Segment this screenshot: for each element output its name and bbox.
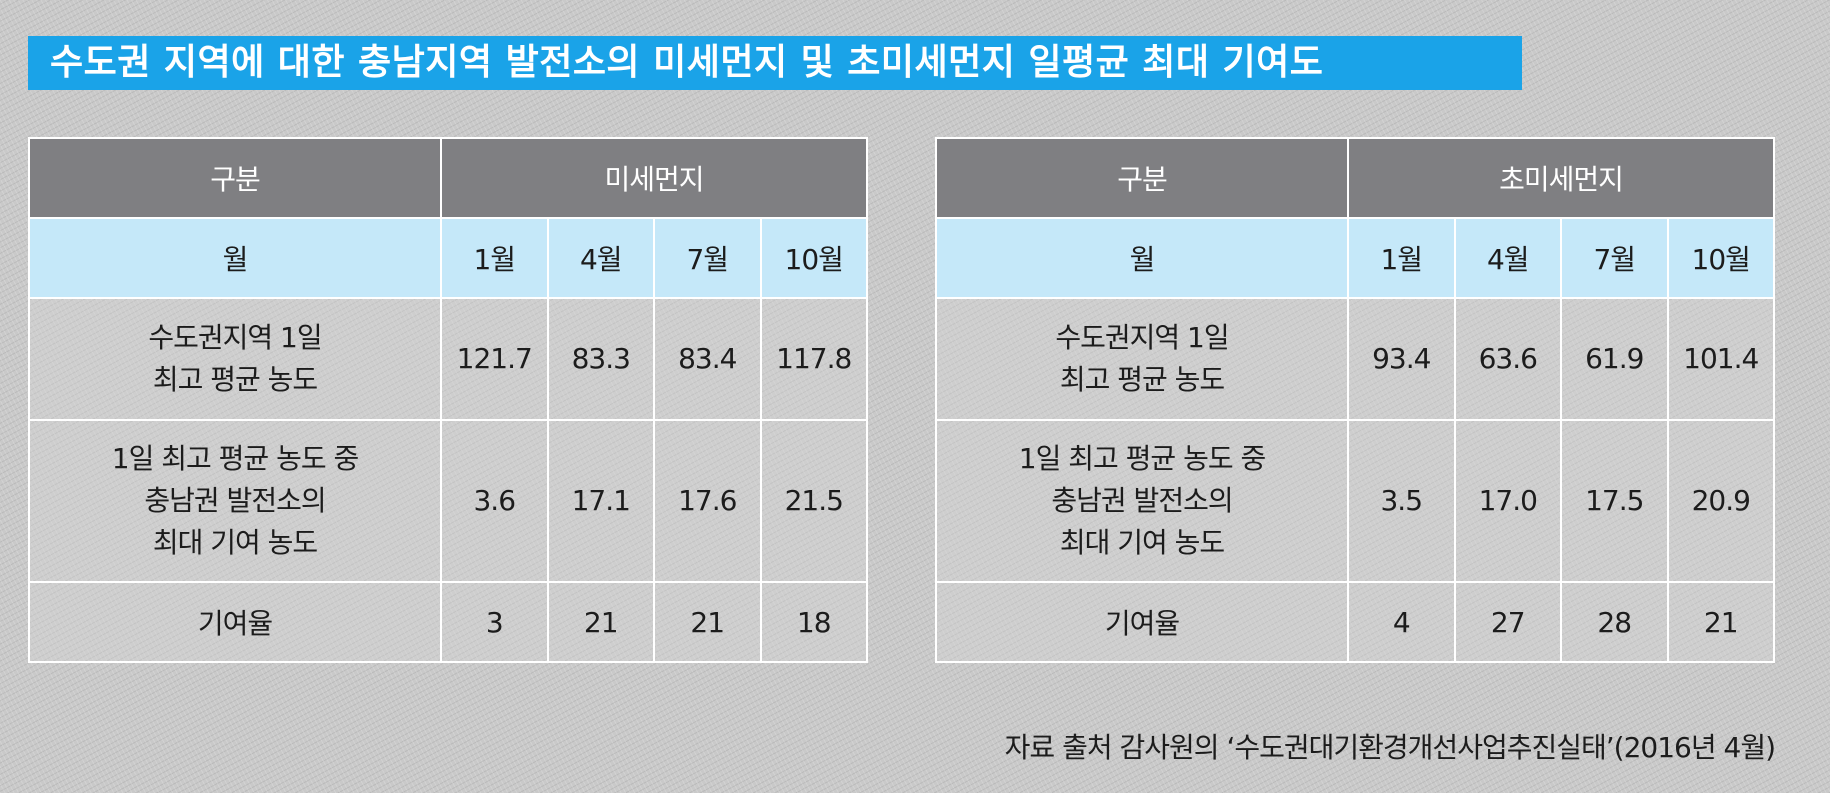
page-title: 수도권 지역에 대한 충남지역 발전소의 미세먼지 및 초미세먼지 일평균 최대…: [28, 36, 1522, 90]
table-cell: 21.5: [759, 419, 868, 583]
month-header: 10월: [1666, 217, 1775, 299]
table-cell: 28: [1560, 581, 1669, 663]
month-label: 월: [28, 217, 442, 299]
row-label: 기여율: [28, 581, 442, 663]
month-header: 7월: [1560, 217, 1669, 299]
month-header: 4월: [546, 217, 655, 299]
table-cell: 101.4: [1666, 297, 1775, 421]
table-cell: 83.4: [653, 297, 762, 421]
table-cell: 17.1: [546, 419, 655, 583]
table-row: 수도권지역 1일 최고 평균 농도 93.4 63.6 61.9 101.4: [935, 297, 1775, 421]
table-cell: 20.9: [1666, 419, 1775, 583]
row-label: 1일 최고 평균 농도 중 충남권 발전소의 최대 기여 농도: [28, 419, 442, 583]
table-row: 기여율 3 21 21 18: [28, 581, 868, 663]
pm10-table: 구분 미세먼지 월 1월 4월 7월 10월 수도권지역 1일 최고 평균 농도…: [28, 137, 868, 663]
month-header: 10월: [759, 217, 868, 299]
table-row: 수도권지역 1일 최고 평균 농도 121.7 83.3 83.4 117.8: [28, 297, 868, 421]
table-cell: 4: [1347, 581, 1456, 663]
table-cell: 3.6: [440, 419, 549, 583]
row-label: 1일 최고 평균 농도 중 충남권 발전소의 최대 기여 농도: [935, 419, 1349, 583]
table-cell: 61.9: [1560, 297, 1669, 421]
category-label-header: 구분: [935, 137, 1349, 219]
row-label: 수도권지역 1일 최고 평균 농도: [935, 297, 1349, 421]
table-cell: 93.4: [1347, 297, 1456, 421]
source-caption: 자료 출처 감사원의 ‘수도권대기환경개선사업추진실태’(2016년 4월): [1004, 731, 1776, 764]
month-row: 월 1월 4월 7월 10월: [935, 217, 1775, 299]
header-row: 구분 초미세먼지: [935, 137, 1775, 219]
table-cell: 21: [546, 581, 655, 663]
month-label: 월: [935, 217, 1349, 299]
category-label-header: 구분: [28, 137, 442, 219]
table-cell: 83.3: [546, 297, 655, 421]
row-label: 수도권지역 1일 최고 평균 농도: [28, 297, 442, 421]
table-cell: 3: [440, 581, 549, 663]
row-label: 기여율: [935, 581, 1349, 663]
table-row: 1일 최고 평균 농도 중 충남권 발전소의 최대 기여 농도 3.5 17.0…: [935, 419, 1775, 583]
table-cell: 117.8: [759, 297, 868, 421]
table-cell: 21: [653, 581, 762, 663]
table-cell: 17.0: [1453, 419, 1562, 583]
header-row: 구분 미세먼지: [28, 137, 868, 219]
pollutant-header: 미세먼지: [440, 137, 868, 219]
table-cell: 18: [759, 581, 868, 663]
table-cell: 21: [1666, 581, 1775, 663]
table-row: 기여율 4 27 28 21: [935, 581, 1775, 663]
month-header: 7월: [653, 217, 762, 299]
table-cell: 17.6: [653, 419, 762, 583]
month-header: 1월: [440, 217, 549, 299]
month-header: 1월: [1347, 217, 1456, 299]
table-cell: 27: [1453, 581, 1562, 663]
pollutant-header: 초미세먼지: [1347, 137, 1775, 219]
table-cell: 63.6: [1453, 297, 1562, 421]
table-cell: 121.7: [440, 297, 549, 421]
pm25-table: 구분 초미세먼지 월 1월 4월 7월 10월 수도권지역 1일 최고 평균 농…: [935, 137, 1775, 663]
month-row: 월 1월 4월 7월 10월: [28, 217, 868, 299]
table-row: 1일 최고 평균 농도 중 충남권 발전소의 최대 기여 농도 3.6 17.1…: [28, 419, 868, 583]
month-header: 4월: [1453, 217, 1562, 299]
table-cell: 3.5: [1347, 419, 1456, 583]
table-cell: 17.5: [1560, 419, 1669, 583]
